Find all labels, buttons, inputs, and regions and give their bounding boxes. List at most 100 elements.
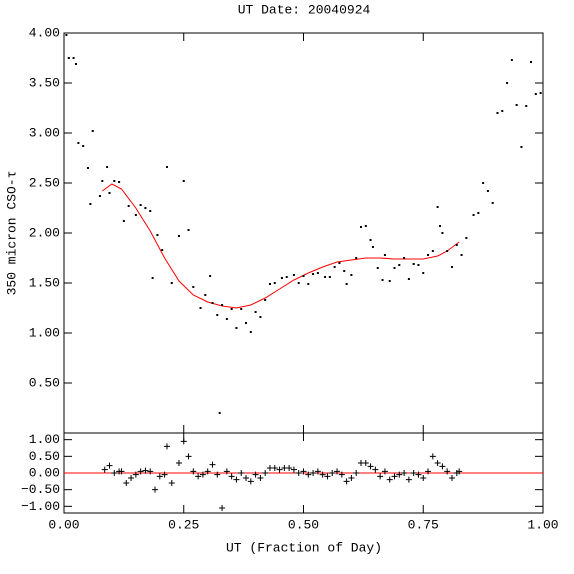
data-point (204, 294, 207, 296)
data-point (427, 254, 430, 256)
residual-point (247, 478, 254, 485)
x-tick-label: 0.75 (408, 517, 439, 532)
data-point (455, 244, 458, 246)
data-point (381, 279, 384, 281)
data-point (520, 146, 523, 148)
data-point (106, 166, 109, 168)
residual-point (271, 465, 278, 471)
data-point (187, 229, 190, 231)
fit-line (102, 183, 460, 309)
data-point (324, 276, 327, 278)
data-point (465, 237, 468, 239)
data-point (312, 273, 315, 275)
residual-point (401, 470, 408, 476)
y-tick-label: 1.50 (29, 275, 60, 290)
residual-point (343, 478, 350, 485)
residual-point (128, 475, 135, 481)
residual-point (310, 470, 317, 476)
data-point (74, 63, 77, 65)
data-point (501, 110, 504, 112)
data-point (422, 272, 425, 274)
x-tick-label: 0.00 (48, 517, 79, 532)
data-point (539, 92, 542, 94)
data-point (165, 166, 168, 168)
data-point (383, 254, 386, 256)
data-point (156, 234, 159, 236)
data-point (127, 205, 130, 207)
residual-point (163, 443, 170, 450)
data-point (268, 283, 271, 285)
residual-point (233, 476, 240, 483)
data-point (369, 239, 372, 241)
residual-point (338, 471, 345, 478)
data-point (199, 307, 202, 309)
data-point (407, 278, 410, 280)
data-point (149, 210, 152, 212)
data-point (302, 275, 305, 277)
residual-point (377, 473, 384, 480)
chart-title: UT Date: 20040924 (238, 2, 371, 17)
residual-point (137, 468, 144, 475)
residual-point (405, 476, 412, 483)
data-point (245, 322, 248, 324)
data-point (254, 311, 257, 313)
data-point (225, 318, 228, 320)
data-point (403, 257, 406, 259)
residual-point (214, 471, 221, 478)
data-point (216, 314, 219, 316)
data-point (417, 264, 420, 266)
data-point (134, 214, 137, 216)
residual-point (448, 475, 455, 481)
data-point (211, 302, 214, 304)
y-axis-label: 350 micron CSO-τ (4, 171, 19, 296)
data-point (450, 266, 453, 268)
residual-point (219, 505, 226, 511)
residual-point (425, 468, 432, 475)
data-point (486, 190, 489, 192)
data-point (91, 130, 94, 132)
data-point (170, 282, 173, 284)
data-point (151, 277, 154, 279)
residual-point (156, 473, 163, 480)
y-tick-label: −1.00 (21, 499, 60, 514)
y-tick-label: 1.00 (29, 432, 60, 447)
residual-point (195, 473, 202, 480)
data-point (515, 104, 518, 106)
data-point (496, 112, 499, 114)
data-point (307, 283, 310, 285)
data-point (364, 225, 367, 227)
residual-point (348, 475, 355, 481)
data-point (345, 283, 348, 285)
data-point (510, 59, 513, 61)
y-tick-label: 3.00 (29, 125, 60, 140)
residual-point (168, 480, 175, 486)
top-panel-frame (63, 32, 544, 434)
data-point (316, 272, 319, 274)
residual-point (204, 468, 211, 475)
residual-point (161, 471, 168, 478)
y-tick-label: 4.00 (29, 25, 60, 40)
residual-point (199, 471, 206, 478)
data-point (235, 327, 238, 329)
data-point (72, 57, 75, 59)
residual-point (101, 466, 108, 473)
data-point (343, 270, 346, 272)
data-point (67, 57, 70, 59)
data-point (506, 82, 509, 84)
data-point (371, 246, 374, 248)
residual-point (391, 473, 398, 480)
data-point (436, 206, 439, 208)
data-point (525, 105, 528, 107)
residual-point (257, 475, 264, 481)
residual-point (290, 466, 297, 473)
data-point (161, 249, 164, 251)
residual-point (228, 473, 235, 480)
residual-point (180, 438, 187, 445)
data-point (221, 304, 224, 306)
data-point (264, 299, 267, 301)
residual-point (410, 470, 417, 476)
y-tick-label: 0.50 (29, 375, 60, 390)
residual-point (262, 470, 269, 476)
data-point (259, 316, 262, 318)
